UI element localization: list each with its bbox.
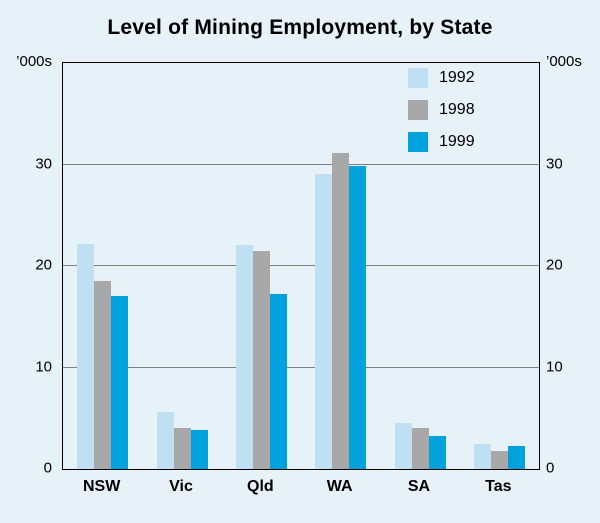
bar-qld-1992 — [235, 244, 253, 469]
x-category-label: SA — [407, 478, 431, 495]
y-tick-label-right: 20 — [546, 256, 563, 274]
y-tick-label-right: 0 — [546, 459, 555, 477]
bar-wa-1992 — [315, 173, 333, 469]
bar-nsw-1992 — [77, 243, 95, 469]
bar-sa-1998 — [411, 428, 429, 469]
bar-vic-1999 — [190, 430, 208, 469]
y-unit-right: ’000s — [546, 53, 582, 70]
legend-item: 1998 — [408, 100, 475, 120]
chart-title: Level of Mining Employment, by State — [107, 16, 493, 39]
plot-area — [62, 62, 540, 470]
bar-sa-1999 — [428, 435, 446, 469]
bar-qld-1999 — [269, 294, 287, 469]
legend-swatch — [408, 132, 428, 152]
legend-label: 1998 — [439, 101, 475, 118]
bar-tas-1992 — [473, 443, 491, 469]
x-category-label: Tas — [485, 478, 512, 495]
y-tick-label-left: 10 — [35, 358, 52, 375]
x-category-label: WA — [326, 478, 353, 495]
x-category-label: Vic — [169, 478, 193, 495]
legend-swatch — [408, 68, 428, 88]
y-tick-label-right: 10 — [546, 358, 563, 375]
bar-wa-1998 — [332, 153, 350, 469]
bar-vic-1998 — [173, 428, 191, 469]
y-tick-label-right: 30 — [546, 155, 563, 172]
legend-item: 1999 — [408, 132, 475, 152]
bar-tas-1998 — [490, 450, 508, 469]
bar-sa-1992 — [394, 423, 412, 469]
y-unit-left: ’000s — [16, 53, 52, 70]
x-category-label: Qld — [246, 478, 274, 495]
x-category-label: NSW — [82, 478, 121, 495]
legend-label: 1999 — [439, 133, 475, 150]
bar-wa-1999 — [349, 165, 367, 469]
legend: 1992 1998 1999 — [408, 68, 475, 152]
bar-nsw-1999 — [111, 296, 129, 469]
bar-vic-1992 — [156, 412, 174, 469]
y-tick-label-left: 0 — [43, 459, 52, 477]
y-tick-label-left: 20 — [35, 256, 52, 274]
gridline — [63, 265, 539, 266]
legend-swatch — [408, 100, 428, 120]
legend-label: 1992 — [439, 69, 475, 86]
gridline — [63, 366, 539, 368]
bar-nsw-1998 — [94, 281, 112, 469]
gridline — [63, 163, 539, 165]
y-tick-label-left: 30 — [35, 155, 52, 172]
bar-qld-1998 — [252, 250, 270, 469]
bar-tas-1999 — [507, 445, 525, 469]
legend-item: 1992 — [408, 68, 475, 88]
